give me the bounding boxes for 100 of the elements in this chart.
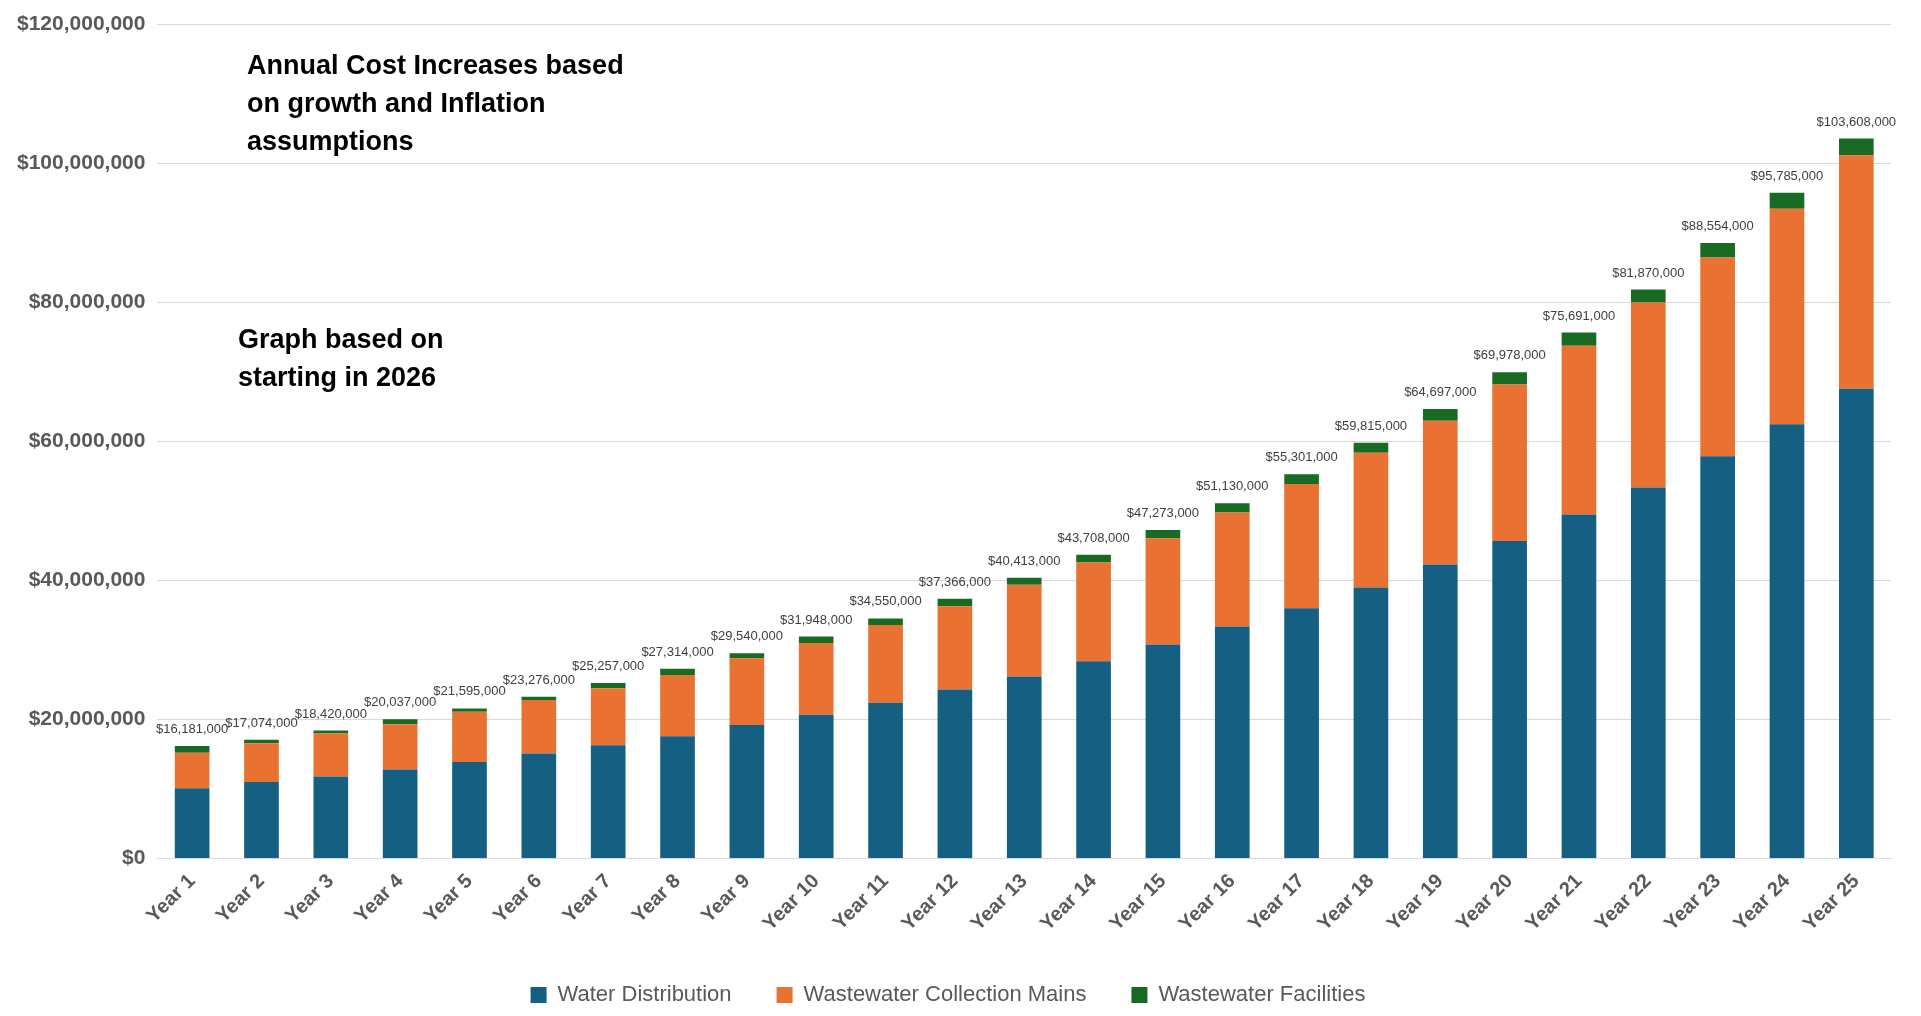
bar [1561,514,1597,858]
bar [1422,408,1458,421]
total-label: $95,785,000 [1750,167,1824,183]
bar [313,730,349,734]
bar [244,743,279,783]
bar [174,746,210,753]
bar [1353,442,1389,453]
bar [1700,456,1735,858]
total-label: $59,815,000 [1334,417,1408,433]
bar [868,625,903,703]
total-label: $31,948,000 [780,611,853,627]
bar [590,682,626,689]
annotation: Annual Cost Increases based on growth and Inflation assumptions [247,49,625,158]
bar [1284,474,1319,484]
x-tick-label: Year 15 [1104,869,1170,935]
total-label: $81,870,000 [1612,264,1685,280]
x-tick-label: Year 7 [557,869,615,927]
y-tick-label: $80,000,000 [28,289,146,313]
bar [1353,587,1389,858]
bar [1838,155,1874,389]
bar [1006,676,1042,858]
bar [382,724,418,770]
bar [382,719,418,725]
bar [382,769,418,858]
bar [1076,661,1111,858]
total-label: $23,276,000 [502,671,575,687]
total-label: $34,550,000 [849,593,922,609]
bar [1076,562,1111,662]
bar [452,708,487,712]
bar [590,688,626,746]
bar [1769,424,1805,858]
bar [1769,192,1805,209]
bar [1630,487,1666,858]
bar [1700,257,1735,457]
bar [798,643,834,715]
bar [937,598,973,607]
x-tick-label: Year 17 [1243,869,1309,935]
x-tick-label: Year 10 [757,869,823,935]
bar [868,618,903,625]
total-label: $43,708,000 [1057,529,1130,545]
total-label: $47,273,000 [1126,505,1200,521]
bar [1422,420,1458,565]
bar [660,675,695,737]
bar [1422,564,1458,858]
total-label: $25,257,000 [572,658,645,674]
bar [590,745,626,858]
bar [1492,384,1527,541]
bar [1353,452,1389,588]
bar [244,739,279,744]
x-tick-label: Year 20 [1451,869,1517,935]
x-tick-label: Year 18 [1312,869,1378,935]
bar [729,658,765,726]
bar [660,668,695,676]
x-tick-label: Year 24 [1728,868,1795,935]
bar [937,689,973,858]
total-label: $55,301,000 [1265,449,1338,465]
bar [452,711,487,762]
bar [1838,138,1874,156]
bar [452,761,487,858]
bar [729,653,765,659]
bar [1145,529,1181,539]
bar [521,753,557,858]
x-tick-label: Year 23 [1659,869,1725,935]
bar [660,736,695,858]
total-label: $27,314,000 [641,643,714,659]
total-label: $37,366,000 [918,573,992,589]
x-tick-label: Year 1 [141,869,199,927]
legend-label: Water Distribution [557,981,732,1007]
x-tick-label: Year 25 [1797,869,1864,935]
x-tick-label: Year 2 [210,869,269,927]
bar [1214,512,1250,627]
y-tick-label: $120,000,000 [16,11,146,35]
x-tick-label: Year 6 [488,869,546,927]
x-tick-label: Year 16 [1173,869,1239,935]
y-tick-label: $20,000,000 [28,706,146,730]
total-label: $51,130,000 [1196,478,1269,494]
bar [1630,302,1666,488]
bar [521,700,557,754]
bar [313,776,349,858]
x-tick-label: Year 21 [1520,869,1586,935]
x-tick-label: Year 22 [1589,869,1656,935]
bar [868,702,903,858]
bar [174,752,210,789]
bar [1076,554,1111,563]
bar [1006,584,1042,677]
bar [1284,483,1319,609]
x-tick-label: Year 8 [627,869,685,927]
y-tick-label: $100,000,000 [16,150,146,174]
total-label: $64,697,000 [1404,383,1477,399]
bar [1214,503,1250,513]
bar [1492,372,1527,385]
x-tick-label: Year 14 [1035,868,1101,935]
x-tick-label: Year 12 [896,869,962,935]
bar [1284,608,1319,858]
bar [937,606,973,690]
legend-label: Wastewater Collection Mains [803,981,1087,1007]
bar [729,725,765,858]
total-label: $40,413,000 [988,552,1061,568]
bar [1561,332,1597,346]
x-tick-label: Year 5 [418,869,477,927]
